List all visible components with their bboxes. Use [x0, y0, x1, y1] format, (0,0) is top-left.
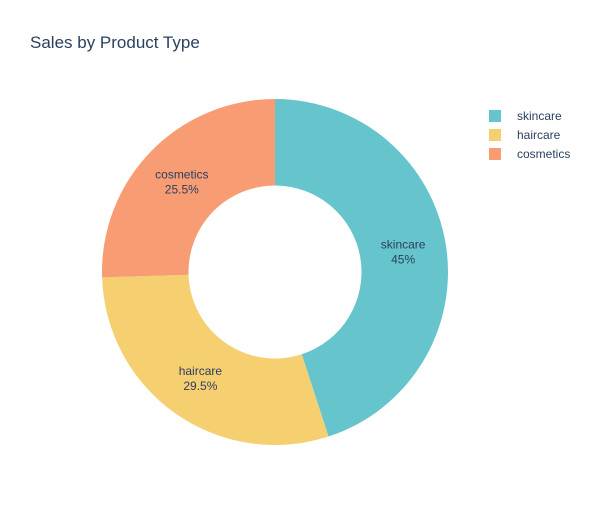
- legend-label-cosmetics: cosmetics: [517, 147, 570, 161]
- slice-label-name: haircare: [179, 364, 223, 378]
- legend-swatch-skincare: [489, 110, 501, 122]
- legend-item-skincare[interactable]: skincare: [489, 106, 570, 125]
- legend-label-haircare: haircare: [517, 128, 560, 142]
- slice-haircare[interactable]: [102, 275, 328, 445]
- slice-label-percent: 45%: [391, 253, 415, 267]
- legend-item-cosmetics[interactable]: cosmetics: [489, 144, 570, 163]
- slice-label-percent: 25.5%: [165, 183, 199, 197]
- legend: skincare haircare cosmetics: [489, 106, 570, 163]
- slice-label-name: skincare: [381, 238, 426, 252]
- legend-swatch-cosmetics: [489, 148, 501, 160]
- slice-label-percent: 29.5%: [183, 379, 217, 393]
- slice-label-haircare: haircare 29.5%: [179, 364, 223, 393]
- legend-label-skincare: skincare: [517, 109, 562, 123]
- legend-item-haircare[interactable]: haircare: [489, 125, 570, 144]
- legend-swatch-haircare: [489, 129, 501, 141]
- slice-label-name: cosmetics: [155, 168, 208, 182]
